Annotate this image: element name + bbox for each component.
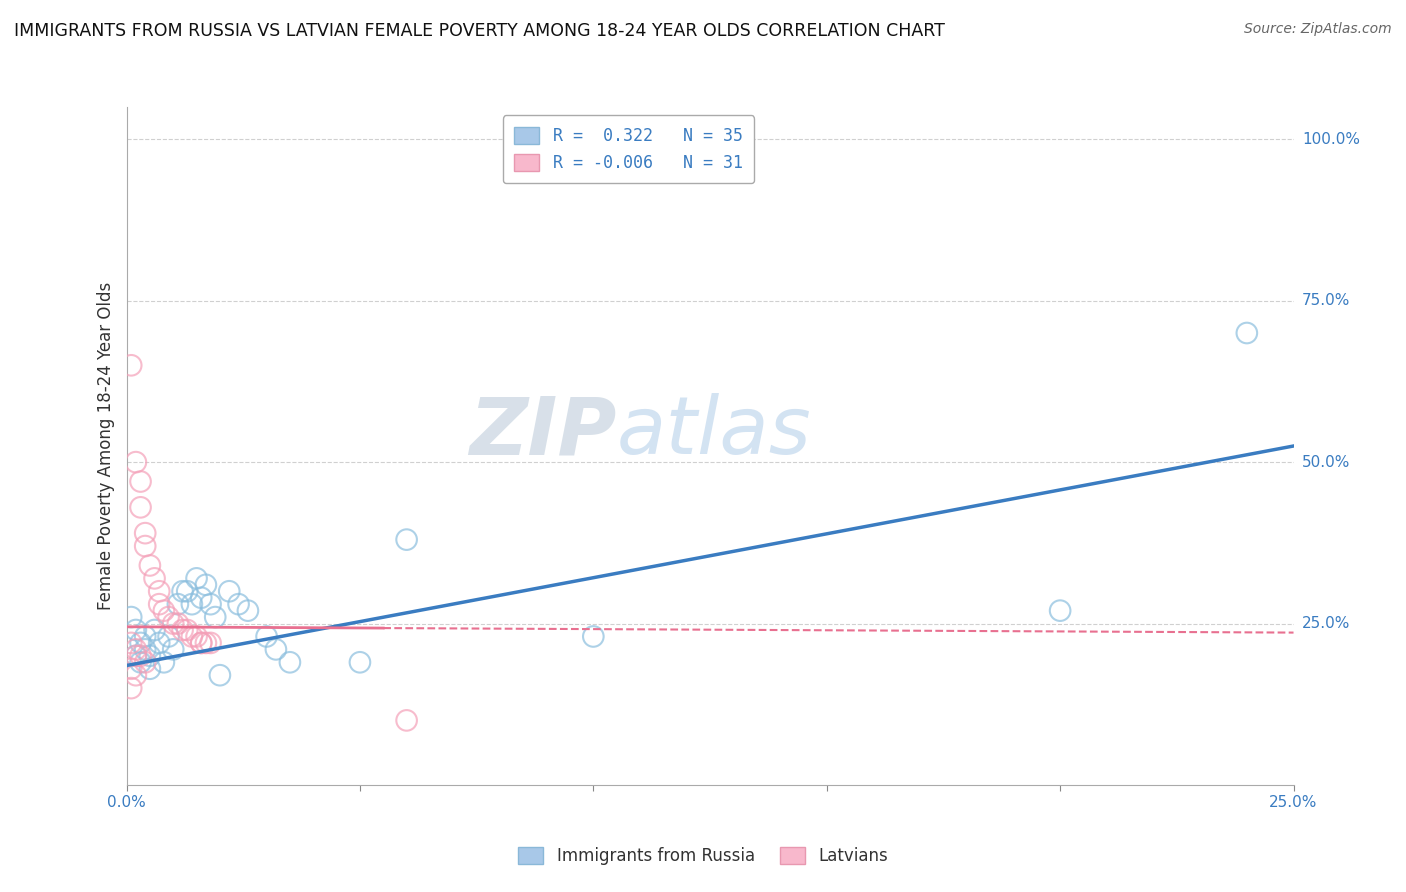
Point xyxy=(1236,326,1258,340)
Point xyxy=(157,610,180,624)
Point xyxy=(180,597,202,611)
Point xyxy=(125,668,148,682)
Point xyxy=(120,610,142,624)
Point xyxy=(256,630,278,644)
Point xyxy=(1049,604,1071,618)
Text: Source: ZipAtlas.com: Source: ZipAtlas.com xyxy=(1244,22,1392,37)
Point xyxy=(143,571,166,585)
Point xyxy=(167,616,190,631)
Point xyxy=(176,584,198,599)
Point xyxy=(134,655,156,669)
Point xyxy=(172,584,194,599)
Point xyxy=(395,714,418,728)
Point xyxy=(139,648,162,663)
Point xyxy=(120,636,142,650)
Point xyxy=(194,578,217,592)
Point xyxy=(582,630,605,644)
Point xyxy=(186,630,208,644)
Point xyxy=(129,500,152,515)
Point xyxy=(134,539,156,553)
Point xyxy=(180,630,202,644)
Point xyxy=(134,630,156,644)
Point xyxy=(172,623,194,637)
Point xyxy=(208,668,231,682)
Point xyxy=(204,610,226,624)
Point xyxy=(134,526,156,541)
Point xyxy=(125,623,148,637)
Point xyxy=(186,571,208,585)
Text: 100.0%: 100.0% xyxy=(1302,132,1360,147)
Point xyxy=(120,359,142,373)
Point xyxy=(129,475,152,489)
Point xyxy=(125,642,148,657)
Point xyxy=(200,636,222,650)
Point xyxy=(148,584,170,599)
Point xyxy=(395,533,418,547)
Y-axis label: Female Poverty Among 18-24 Year Olds: Female Poverty Among 18-24 Year Olds xyxy=(97,282,115,610)
Point xyxy=(129,636,152,650)
Point xyxy=(148,636,170,650)
Text: 50.0%: 50.0% xyxy=(1302,455,1350,470)
Point xyxy=(129,655,152,669)
Point xyxy=(228,597,250,611)
Text: 75.0%: 75.0% xyxy=(1302,293,1350,309)
Point xyxy=(176,623,198,637)
Legend: Immigrants from Russia, Latvians: Immigrants from Russia, Latvians xyxy=(508,837,898,875)
Point xyxy=(134,642,156,657)
Point xyxy=(264,642,287,657)
Legend: R =  0.322   N = 35, R = -0.006   N = 31: R = 0.322 N = 35, R = -0.006 N = 31 xyxy=(502,115,754,184)
Point xyxy=(157,630,180,644)
Text: 25.0%: 25.0% xyxy=(1302,616,1350,631)
Point xyxy=(190,636,212,650)
Point xyxy=(167,597,190,611)
Text: atlas: atlas xyxy=(617,393,811,472)
Point xyxy=(125,648,148,663)
Point xyxy=(278,655,301,669)
Point xyxy=(190,591,212,605)
Point xyxy=(129,648,152,663)
Point xyxy=(125,648,148,663)
Point xyxy=(153,655,176,669)
Text: IMMIGRANTS FROM RUSSIA VS LATVIAN FEMALE POVERTY AMONG 18-24 YEAR OLDS CORRELATI: IMMIGRANTS FROM RUSSIA VS LATVIAN FEMALE… xyxy=(14,22,945,40)
Text: 25.0%: 25.0% xyxy=(1270,796,1317,810)
Text: 0.0%: 0.0% xyxy=(107,796,146,810)
Point xyxy=(236,604,259,618)
Point xyxy=(139,558,162,573)
Point xyxy=(143,623,166,637)
Text: ZIP: ZIP xyxy=(470,393,617,472)
Point xyxy=(190,636,212,650)
Point xyxy=(125,455,148,469)
Point xyxy=(200,597,222,611)
Point xyxy=(139,662,162,676)
Point xyxy=(120,681,142,695)
Point xyxy=(218,584,240,599)
Point xyxy=(162,642,184,657)
Point xyxy=(194,636,217,650)
Point xyxy=(120,662,142,676)
Point xyxy=(349,655,371,669)
Point xyxy=(148,597,170,611)
Point xyxy=(162,616,184,631)
Point xyxy=(153,604,176,618)
